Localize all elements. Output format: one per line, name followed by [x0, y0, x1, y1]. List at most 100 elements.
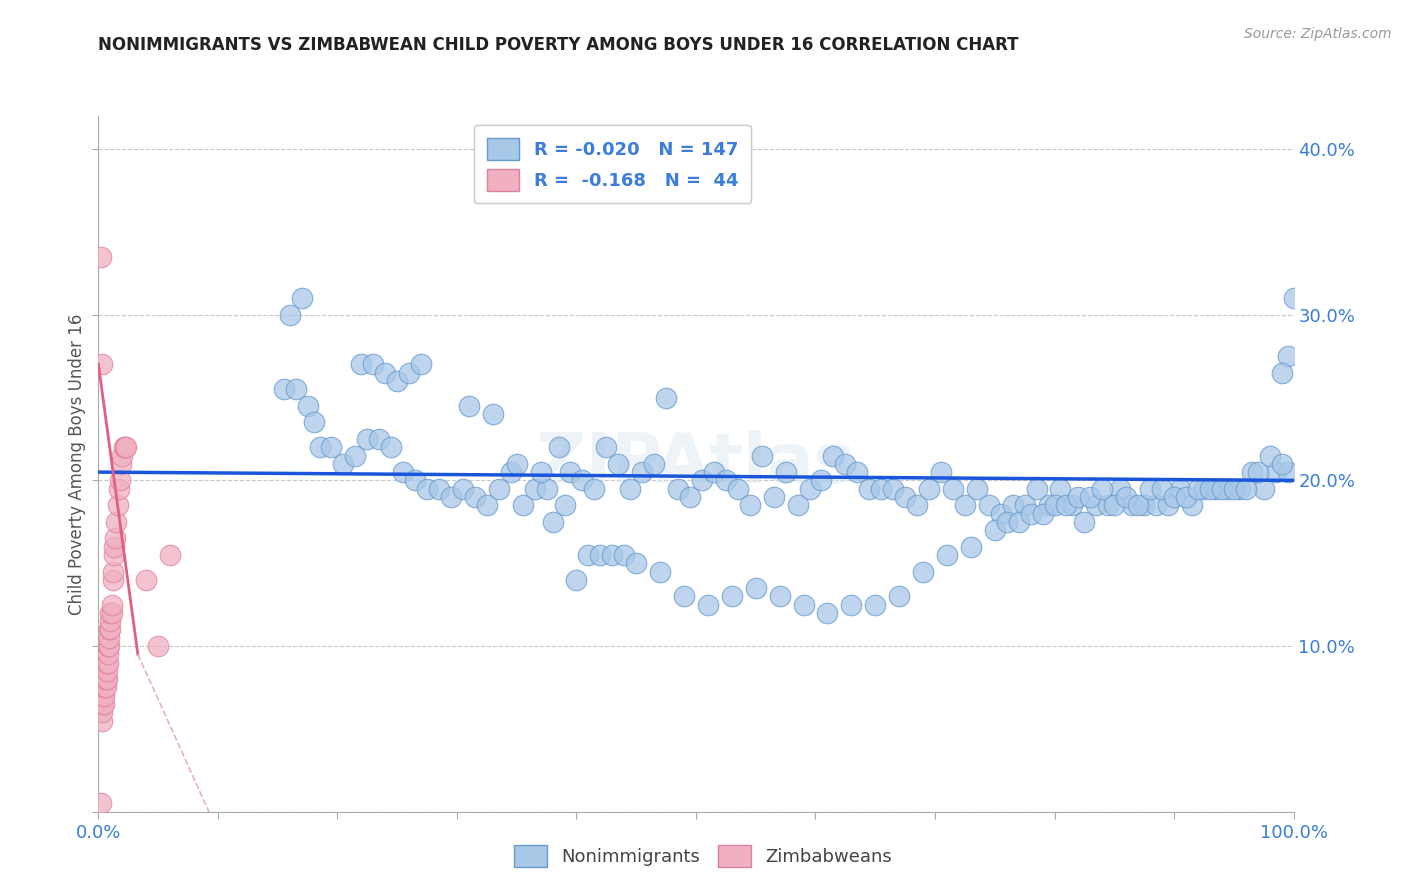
Point — [1043, 498, 1066, 512]
Point — [727, 482, 749, 496]
Point — [1025, 482, 1047, 496]
Point — [1175, 490, 1198, 504]
Point — [1001, 498, 1024, 512]
Point — [385, 374, 409, 388]
Point — [148, 639, 170, 653]
Point — [91, 689, 114, 703]
Point — [368, 432, 391, 446]
Point — [464, 490, 486, 504]
Point — [1080, 490, 1102, 504]
Point — [889, 590, 911, 604]
Point — [1091, 482, 1114, 496]
Point — [284, 382, 307, 396]
Point — [278, 308, 301, 322]
Point — [793, 598, 815, 612]
Point — [1258, 449, 1281, 463]
Point — [115, 440, 138, 454]
Point — [1097, 498, 1119, 512]
Point — [1139, 482, 1161, 496]
Point — [481, 407, 505, 421]
Point — [1192, 482, 1215, 496]
Point — [111, 449, 134, 463]
Point — [475, 498, 498, 512]
Point — [565, 573, 588, 587]
Point — [1253, 482, 1275, 496]
Point — [1038, 498, 1060, 512]
Legend: Nonimmigrants, Zimbabweans: Nonimmigrants, Zimbabweans — [508, 838, 898, 874]
Point — [404, 474, 426, 488]
Point — [1282, 291, 1305, 305]
Point — [953, 498, 976, 512]
Point — [107, 482, 129, 496]
Text: Source: ZipAtlas.com: Source: ZipAtlas.com — [1244, 27, 1392, 41]
Point — [595, 440, 617, 454]
Point — [105, 515, 128, 529]
Point — [363, 358, 385, 372]
Point — [97, 639, 120, 653]
Point — [870, 482, 893, 496]
Y-axis label: Child Poverty Among Boys Under 16: Child Poverty Among Boys Under 16 — [67, 313, 86, 615]
Point — [751, 449, 773, 463]
Point — [666, 482, 689, 496]
Point — [1234, 482, 1257, 496]
Point — [1128, 498, 1150, 512]
Point — [929, 465, 952, 479]
Point — [858, 482, 880, 496]
Point — [1085, 498, 1108, 512]
Point — [100, 606, 122, 620]
Point — [392, 465, 415, 479]
Point — [98, 639, 121, 653]
Point — [745, 581, 768, 595]
Point — [101, 565, 124, 579]
Point — [894, 490, 917, 504]
Point — [96, 656, 118, 670]
Point — [1222, 482, 1246, 496]
Point — [107, 498, 129, 512]
Point — [977, 498, 1000, 512]
Point — [583, 482, 606, 496]
Point — [775, 465, 797, 479]
Point — [863, 598, 887, 612]
Point — [499, 465, 522, 479]
Point — [98, 623, 122, 637]
Point — [529, 465, 551, 479]
Point — [541, 515, 564, 529]
Point — [966, 482, 988, 496]
Point — [690, 474, 713, 488]
Point — [101, 573, 124, 587]
Point — [104, 532, 127, 546]
Point — [91, 358, 114, 372]
Point — [97, 648, 120, 662]
Point — [673, 590, 696, 604]
Point — [93, 672, 115, 686]
Point — [1133, 498, 1156, 512]
Point — [440, 490, 463, 504]
Point — [619, 482, 641, 496]
Point — [91, 706, 114, 720]
Point — [108, 474, 131, 488]
Point — [458, 399, 481, 413]
Point — [714, 474, 737, 488]
Point — [1271, 457, 1294, 471]
Point — [786, 498, 808, 512]
Point — [350, 358, 373, 372]
Point — [905, 498, 928, 512]
Text: ZIPAtlas: ZIPAtlas — [536, 430, 856, 498]
Point — [1144, 498, 1167, 512]
Point — [308, 440, 330, 454]
Point — [1216, 482, 1239, 496]
Point — [93, 689, 115, 703]
Point — [841, 598, 863, 612]
Point — [135, 573, 157, 587]
Point — [1115, 490, 1137, 504]
Point — [1054, 498, 1078, 512]
Point — [1049, 482, 1071, 496]
Point — [602, 548, 624, 562]
Point — [589, 548, 612, 562]
Point — [990, 507, 1012, 521]
Point — [97, 656, 120, 670]
Point — [356, 432, 378, 446]
Point — [96, 664, 118, 678]
Point — [613, 548, 636, 562]
Point — [918, 482, 941, 496]
